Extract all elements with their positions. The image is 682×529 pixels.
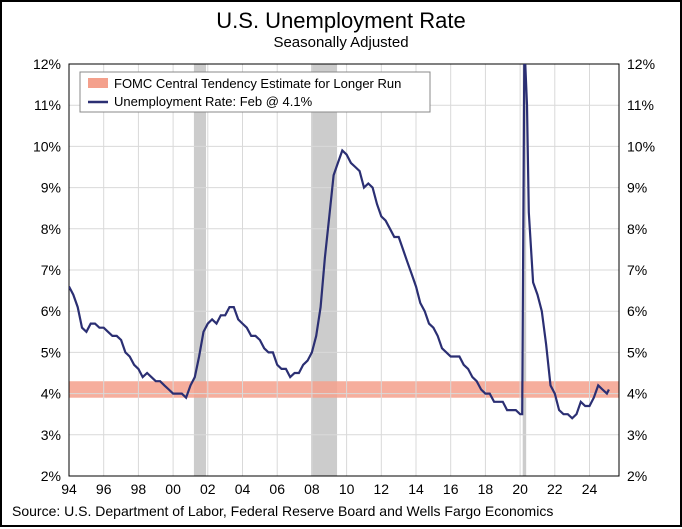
source-caption: Source: U.S. Department of Labor, Federa… — [12, 503, 553, 519]
y-tick-left: 9% — [41, 180, 61, 196]
legend-label-2: Unemployment Rate: Feb @ 4.1% — [114, 94, 313, 109]
x-tick: 98 — [131, 481, 147, 497]
y-tick-left: 2% — [41, 468, 61, 484]
y-tick-left: 4% — [41, 386, 61, 402]
y-tick-right: 8% — [627, 221, 647, 237]
y-tick-left: 5% — [41, 344, 61, 360]
y-tick-right: 9% — [627, 180, 647, 196]
legend-swatch-fomc — [88, 78, 108, 88]
x-tick: 22 — [547, 481, 563, 497]
x-tick: 20 — [512, 481, 528, 497]
x-tick: 06 — [269, 481, 285, 497]
x-tick: 18 — [478, 481, 494, 497]
y-tick-left: 10% — [33, 138, 61, 154]
y-tick-right: 2% — [627, 468, 647, 484]
y-tick-right: 11% — [627, 97, 654, 113]
x-tick: 96 — [96, 481, 112, 497]
chart-frame: U.S. Unemployment Rate Seasonally Adjust… — [0, 0, 682, 527]
y-tick-left: 12% — [33, 56, 61, 72]
x-tick: 16 — [443, 481, 459, 497]
y-tick-right: 10% — [627, 138, 655, 154]
y-tick-right: 12% — [627, 56, 655, 72]
y-tick-left: 3% — [41, 427, 61, 443]
y-tick-right: 4% — [627, 386, 647, 402]
y-tick-right: 3% — [627, 427, 647, 443]
x-tick: 12 — [374, 481, 390, 497]
y-tick-left: 7% — [41, 262, 61, 278]
x-tick: 24 — [582, 481, 598, 497]
x-tick: 04 — [235, 481, 251, 497]
y-tick-right: 6% — [627, 303, 647, 319]
unemployment-chart: 2% 2% 3% 3% 4% 4% 5% 5% 6% 6% 7% 7% 8% 8% 9% 9% 10% 10% 11… — [2, 2, 682, 529]
y-tick-right: 5% — [627, 344, 647, 360]
x-tick: 10 — [339, 481, 355, 497]
x-tick: 14 — [408, 481, 424, 497]
x-tick: 02 — [200, 481, 216, 497]
x-tick: 08 — [304, 481, 320, 497]
y-tick-right: 7% — [627, 262, 647, 278]
x-tick: 00 — [165, 481, 181, 497]
legend-label-1: FOMC Central Tendency Estimate for Longe… — [114, 76, 401, 91]
fomc-band — [69, 381, 619, 397]
x-tick: 94 — [61, 481, 77, 497]
y-tick-left: 6% — [41, 303, 61, 319]
y-tick-left: 8% — [41, 221, 61, 237]
y-tick-left: 11% — [34, 97, 61, 113]
